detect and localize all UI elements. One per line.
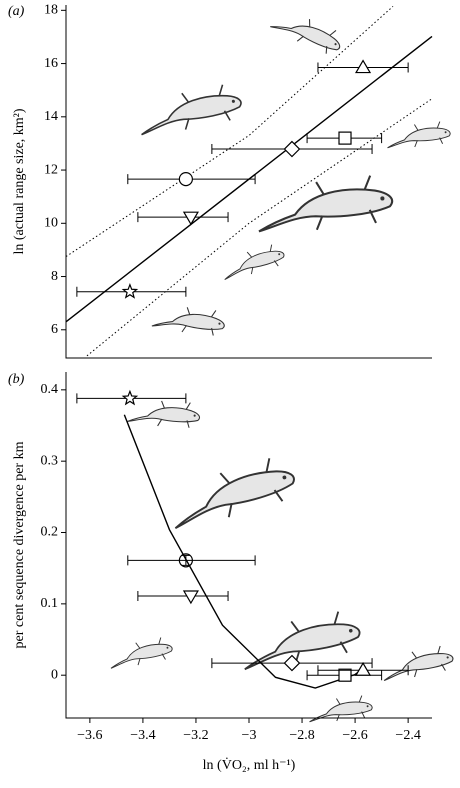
x-tick-label: −2.6: [342, 728, 367, 743]
x-tick-label: −3.6: [77, 728, 102, 743]
y-tick-label: 18: [44, 3, 58, 18]
data-point: [121, 283, 139, 299]
x-error-bar: [127, 555, 256, 566]
y-tick-label: 12: [44, 162, 58, 177]
salamander-drawing: [307, 694, 374, 724]
y-axis-label: per cent sequence divergence per km: [12, 441, 27, 648]
data-point: [338, 668, 352, 682]
y-tick-label: 0.3: [41, 453, 59, 468]
salamander-drawing: [134, 81, 245, 139]
y-tick-label: 0.1: [41, 596, 59, 611]
x-tick-label: −3.4: [130, 728, 155, 743]
panel-label: (a): [8, 4, 25, 19]
x-error-bar: [137, 212, 229, 223]
salamander-drawing: [385, 120, 452, 150]
salamander-drawing: [151, 301, 227, 339]
x-axis-label: ln (V̇O₂, ml h⁻¹): [203, 757, 296, 774]
y-tick-label: 0: [51, 667, 58, 682]
salamander-drawing: [126, 396, 202, 431]
data-point: [283, 654, 301, 672]
y-tick-label: 10: [44, 216, 58, 231]
data-point: [121, 389, 139, 406]
fit-line: [123, 414, 367, 689]
y-tick-label: 0.4: [41, 382, 59, 397]
x-tick-label: −2.8: [289, 728, 314, 743]
data-point: [182, 211, 199, 226]
data-point: [354, 662, 372, 676]
x-error-bar: [137, 591, 229, 602]
axis-frame: [65, 372, 432, 719]
y-error-bar: [181, 554, 190, 566]
salamander-drawing: [268, 4, 346, 60]
salamander-drawing: [106, 635, 175, 671]
y-tick-label: 0.2: [41, 525, 59, 540]
data-point: [283, 140, 301, 158]
x-tick-label: −2.4: [395, 728, 420, 743]
fit-line: [86, 98, 433, 357]
salamander-drawing: [253, 172, 396, 236]
y-tick-label: 14: [44, 109, 58, 124]
x-tick-label: −3.2: [183, 728, 208, 743]
axis-frame: [65, 5, 432, 359]
data-point: [338, 131, 352, 145]
y-tick-label: 6: [51, 322, 58, 337]
data-point: [178, 172, 193, 187]
data-point: [354, 59, 372, 74]
data-point: [182, 590, 199, 605]
fit-line: [65, 5, 394, 257]
panel-label: (b): [8, 372, 25, 387]
y-axis-label: ln (actual range size, km²): [12, 108, 27, 254]
y-tick-label: 8: [51, 269, 58, 284]
x-tick-label: −3: [242, 728, 257, 743]
salamander-drawing: [163, 452, 301, 533]
salamander-drawing: [218, 241, 288, 282]
data-point: [178, 553, 193, 568]
salamander-drawing: [379, 643, 456, 683]
illustrations: [106, 4, 456, 724]
y-tick-label: 16: [44, 56, 58, 71]
